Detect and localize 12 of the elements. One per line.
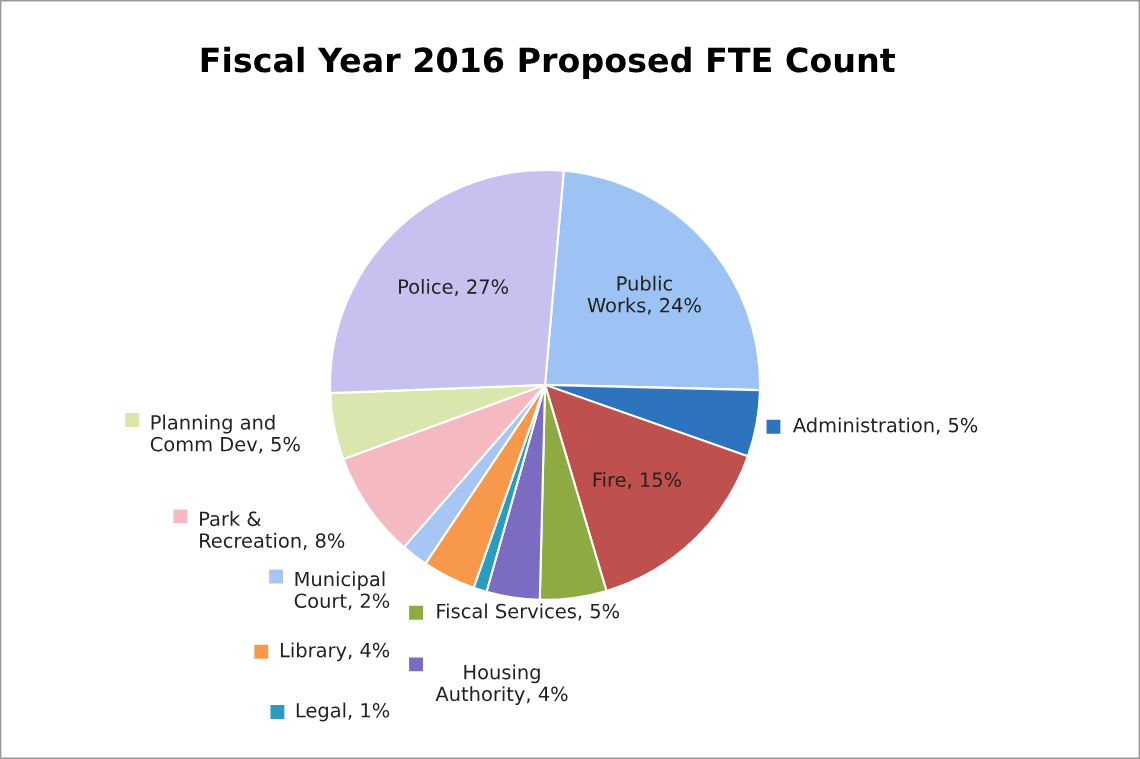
slice-label: Police, 27%: [399, 278, 509, 296]
legend-label: Municipal Court, 2%: [294, 571, 390, 611]
legend-label: Administration, 5%: [792, 417, 978, 435]
slice-label: Public Works, 24%: [587, 275, 701, 315]
chart-title: Fiscal Year 2016 Proposed FTE Count: [201, 46, 895, 80]
legend-label: Park & Recreation, 8%: [200, 511, 345, 550]
slice-label: Fire, 15%: [593, 472, 682, 490]
legend-label: Housing Authority, 4%: [435, 664, 568, 705]
legend-label: Library, 4%: [280, 642, 390, 662]
legend-label: Fiscal Services, 5%: [437, 603, 620, 621]
legend-label: Legal, 1%: [296, 702, 390, 722]
legend-label: Planning and Comm Dev, 5%: [150, 414, 300, 454]
